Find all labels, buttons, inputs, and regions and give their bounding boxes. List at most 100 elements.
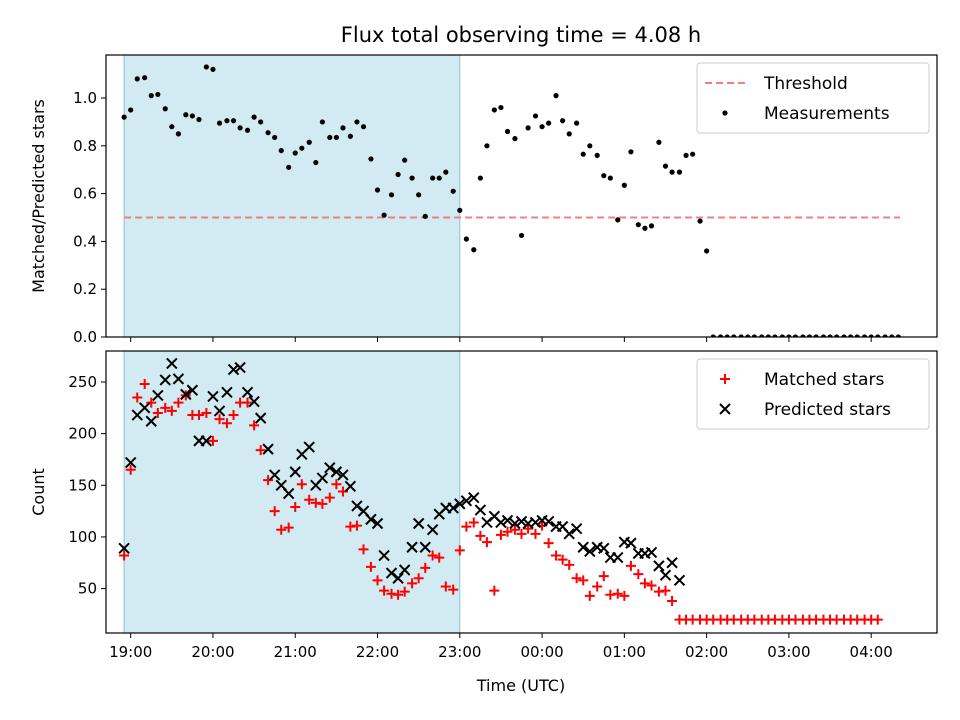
data-point	[207, 390, 219, 403]
data-point	[779, 334, 785, 337]
data-point	[173, 397, 184, 408]
data-point	[607, 175, 613, 181]
data-point	[509, 517, 521, 530]
data-point	[676, 169, 683, 175]
data-point	[354, 119, 360, 125]
x-tick-label: 00:00	[520, 643, 563, 661]
x-tick-label: 02:00	[685, 643, 728, 661]
data-point	[477, 175, 483, 181]
y-axis-label: Matched/Predicted stars	[29, 99, 48, 293]
data-point	[159, 374, 171, 386]
series-measurements	[121, 64, 901, 337]
data-point	[278, 147, 284, 154]
data-point	[269, 506, 280, 517]
data-point	[237, 125, 243, 131]
x-tick-label: 01:00	[603, 643, 646, 661]
data-point	[454, 545, 465, 556]
data-point	[327, 134, 333, 141]
data-point	[495, 529, 506, 540]
data-point	[498, 104, 504, 111]
data-point	[584, 545, 596, 558]
data-point	[495, 516, 507, 529]
x-tick-label: 03:00	[767, 643, 810, 661]
data-point	[203, 64, 209, 70]
data-point	[296, 479, 307, 490]
data-point	[523, 523, 534, 534]
data-point	[374, 187, 381, 193]
data-point	[724, 334, 730, 337]
data-point	[214, 414, 225, 425]
data-point	[402, 157, 408, 163]
data-point	[249, 420, 260, 431]
y-tick-label: 100	[68, 528, 97, 546]
series-matched-stars	[119, 379, 883, 625]
data-point	[395, 171, 401, 178]
data-point	[142, 75, 148, 81]
data-point	[542, 515, 555, 528]
data-point	[254, 412, 267, 424]
data-point	[241, 386, 254, 399]
data-point	[512, 136, 518, 142]
data-point	[152, 407, 163, 418]
data-point	[605, 589, 616, 600]
data-point	[393, 589, 404, 600]
data-point	[412, 517, 425, 530]
data-point	[224, 118, 230, 124]
data-point	[868, 334, 874, 337]
data-point	[381, 212, 387, 218]
data-point	[628, 149, 634, 155]
data-point	[625, 537, 637, 549]
data-point	[344, 480, 357, 493]
data-point	[854, 334, 860, 337]
data-point	[304, 494, 315, 505]
x-tick-label: 20:00	[191, 643, 234, 661]
series-predicted-stars	[118, 357, 686, 587]
data-point	[316, 472, 329, 484]
data-point	[509, 524, 520, 535]
data-point	[201, 407, 212, 418]
data-point	[124, 456, 137, 469]
data-point	[448, 584, 459, 595]
legend: Matched stars Predicted stars	[696, 358, 930, 430]
data-point	[645, 546, 658, 559]
data-point	[820, 334, 827, 337]
data-point	[489, 585, 500, 596]
y-tick-label: 0.8	[73, 137, 97, 155]
data-point	[571, 573, 582, 584]
data-point	[289, 466, 301, 478]
data-point	[145, 415, 157, 427]
data-point	[189, 113, 195, 119]
axes-frame	[105, 54, 938, 338]
data-point	[372, 575, 383, 586]
data-point	[574, 120, 580, 126]
data-point	[265, 130, 271, 136]
data-point	[577, 541, 589, 553]
data-point	[800, 334, 806, 337]
data-point	[673, 574, 686, 587]
data-point	[792, 334, 799, 337]
shaded-observing-span	[123, 54, 461, 338]
data-point	[484, 143, 490, 149]
data-point	[368, 156, 374, 162]
data-point	[633, 569, 644, 580]
data-point	[659, 569, 672, 581]
data-point	[450, 188, 456, 194]
data-point	[324, 492, 335, 503]
y-tick-label: 200	[68, 425, 97, 443]
data-point	[690, 151, 696, 157]
data-point	[468, 491, 480, 504]
data-point	[160, 402, 171, 413]
data-point	[564, 559, 575, 570]
data-point	[806, 334, 813, 337]
data-point	[196, 116, 202, 123]
data-point	[172, 373, 185, 385]
data-point	[848, 334, 854, 337]
data-point	[662, 163, 669, 169]
data-point	[207, 435, 218, 446]
data-point	[200, 435, 213, 447]
data-point	[653, 586, 664, 597]
data-point	[683, 152, 689, 158]
data-point	[310, 497, 321, 508]
data-point	[704, 248, 710, 254]
data-point	[221, 418, 232, 429]
